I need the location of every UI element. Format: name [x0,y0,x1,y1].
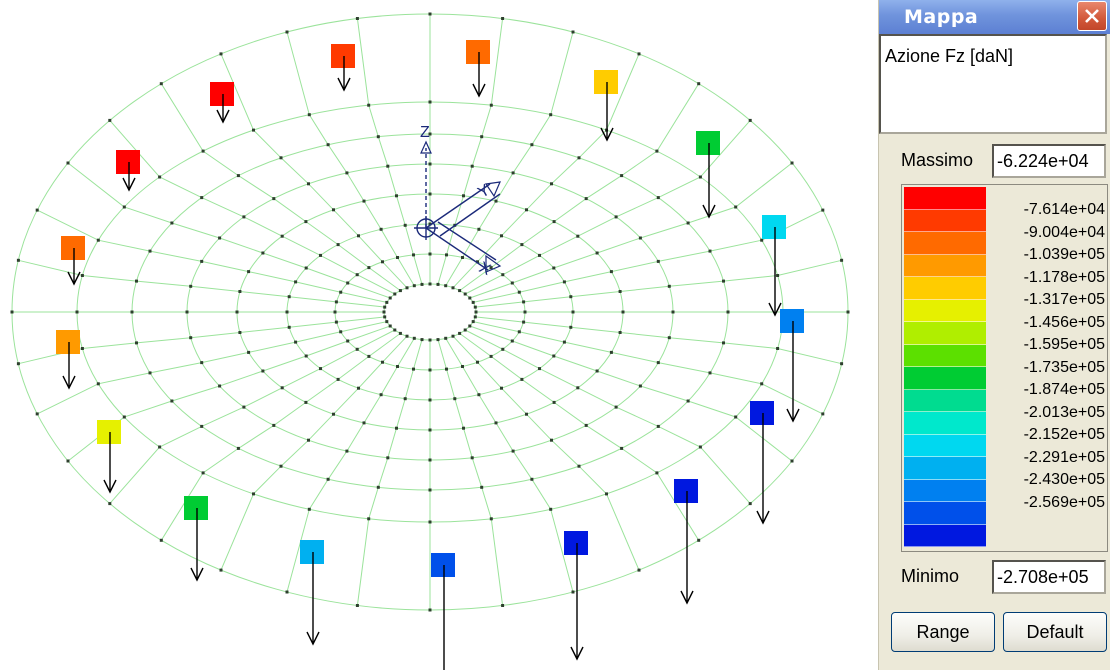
scale-tick-label: -1.874e+05 [1023,381,1105,398]
load-marker [331,44,355,92]
color-swatch [904,344,986,367]
scale-tick-label: -2.013e+05 [1023,403,1105,421]
range-button[interactable]: Range [891,612,995,652]
color-swatch [904,232,986,255]
color-swatch [904,389,986,412]
load-marker [466,40,490,98]
close-button[interactable] [1077,1,1107,31]
color-swatch [904,209,986,232]
scale-tick-label: -1.317e+05 [1023,291,1105,308]
legend-caption: Azione Fz [daN] [879,34,1107,134]
color-swatch [904,254,986,277]
scale-tick-label: -1.595e+05 [1023,336,1105,353]
color-swatch [904,322,986,345]
scale-tick-label: -1.456e+05 [1023,313,1105,331]
load-marker [762,215,786,317]
load-marker [300,540,324,646]
scale-tick-label: -2.569e+05 [1023,493,1105,511]
color-swatch [904,187,986,210]
color-swatch [904,502,986,525]
scale-tick-label: -2.430e+05 [1023,471,1105,488]
color-swatches [904,187,986,549]
scale-tick-label: -2.152e+05 [1023,426,1105,443]
load-marker [564,531,588,661]
window-title: Mappa [904,6,979,28]
color-swatch [904,457,986,480]
load-marker [696,131,720,219]
load-marker [780,309,804,423]
close-icon [1085,9,1099,23]
window-titlebar[interactable]: Mappa [879,0,1110,34]
color-swatch [904,524,986,547]
color-swatch [904,277,986,300]
load-marker [116,150,140,192]
load-marker [56,330,80,390]
model-viewport[interactable]: Z Y X [0,0,878,670]
scale-tick-label: -9.004e+04 [1023,223,1105,241]
min-value-field[interactable]: -2.708e+05 [992,560,1106,594]
color-scale: -7.614e+04 -9.004e+04 -1.039e+05 -1.178e+05… [901,184,1108,552]
color-swatch [904,479,986,502]
max-value-field[interactable]: -6.224e+04 [992,144,1106,178]
color-swatch [904,434,986,457]
load-marker [184,496,208,582]
scale-tick-label: -1.178e+05 [1023,268,1105,286]
max-label: Massimo [901,150,974,170]
scale-ticks: -7.614e+04 -9.004e+04 -1.039e+05 -1.178e+05… [988,199,1105,514]
scale-tick-label: -7.614e+04 [1023,201,1105,218]
scale-tick-label: -2.291e+05 [1023,448,1105,466]
legend-window: Mappa Azione Fz [daN] Massimo -6.224e+04… [878,0,1110,670]
scale-tick-label: -1.735e+05 [1023,358,1105,376]
load-marker [61,236,85,286]
color-swatch [904,367,986,390]
load-marker [674,479,698,605]
load-marker [750,401,774,525]
min-label: Minimo [901,566,960,586]
load-marker [594,70,618,142]
scale-tick-label: -1.039e+05 [1023,246,1105,263]
color-swatch [904,412,986,435]
default-button[interactable]: Default [1003,612,1107,652]
load-marker [210,82,234,124]
axis-z-label: Z [420,124,430,141]
mesh-nodes [10,12,850,612]
load-markers [56,40,804,670]
color-swatch [904,299,986,322]
load-marker [97,420,121,494]
load-marker [431,553,455,670]
shell-mesh-view: Z Y X [10,12,850,670]
